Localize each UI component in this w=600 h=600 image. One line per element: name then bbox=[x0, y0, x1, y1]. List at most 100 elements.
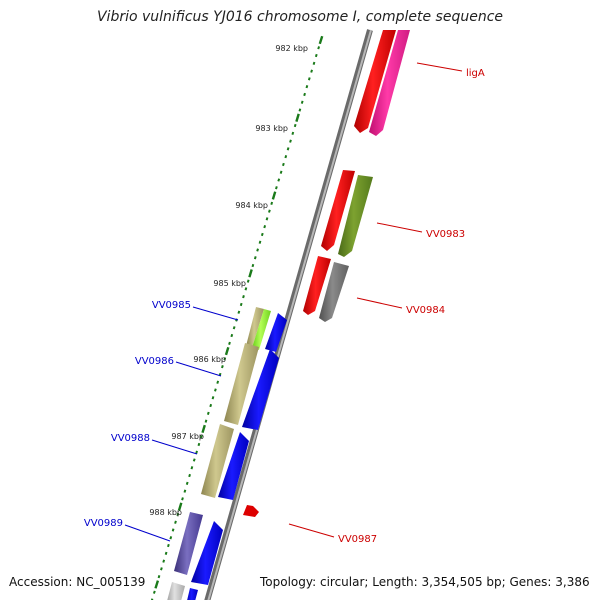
scale-major-tick bbox=[271, 191, 277, 200]
scale-dot bbox=[157, 575, 161, 579]
scale-major-tick bbox=[318, 35, 324, 45]
scale-major-tick bbox=[177, 502, 183, 511]
gene-VV0988-block[interactable] bbox=[201, 424, 234, 498]
gene-labels: ligA VV0983 VV0984 VV0987 VV0985 VV0986 … bbox=[84, 68, 485, 545]
scale-dot bbox=[214, 388, 217, 392]
scale-dot bbox=[314, 53, 318, 58]
scale-dot bbox=[228, 341, 231, 345]
leader-VV0983 bbox=[376, 222, 423, 233]
scale-major-tick bbox=[248, 269, 253, 278]
scale-dot bbox=[253, 256, 257, 260]
scale-dot bbox=[291, 131, 295, 135]
scale-dot bbox=[258, 240, 262, 244]
gene-VV0985-block[interactable] bbox=[246, 307, 264, 348]
gene-VV0985-blue-block[interactable] bbox=[265, 313, 287, 352]
scale-dot bbox=[312, 61, 316, 65]
scale-dot bbox=[195, 450, 198, 454]
chromosome-backbone bbox=[204, 29, 373, 600]
scale-dot bbox=[246, 279, 250, 283]
scale-dot bbox=[162, 559, 166, 563]
leader-ligA bbox=[416, 62, 463, 72]
kbp-label-982: 982 kbp bbox=[275, 44, 308, 53]
scale-dot bbox=[232, 326, 236, 330]
leader-VV0985 bbox=[192, 306, 239, 321]
scale-dot bbox=[230, 333, 234, 338]
scale-dot bbox=[199, 435, 203, 439]
scale-dot bbox=[263, 225, 267, 229]
gene-label-VV0988[interactable]: VV0988 bbox=[111, 433, 150, 444]
kbp-label-987: 987 kbp bbox=[171, 432, 204, 441]
scale-dot bbox=[300, 100, 304, 104]
scale-dot bbox=[188, 473, 191, 478]
gene-VV0983-olive-block[interactable] bbox=[338, 175, 373, 257]
scale-dot bbox=[256, 248, 259, 252]
scale-dot bbox=[265, 217, 269, 221]
gene-bottom-blue-block[interactable] bbox=[186, 588, 198, 600]
gene-label-VV0983[interactable]: VV0983 bbox=[426, 229, 465, 240]
gene-VV0986-block[interactable] bbox=[224, 343, 259, 425]
gene-label-VV0984[interactable]: VV0984 bbox=[406, 305, 445, 316]
scale-dot bbox=[150, 598, 154, 600]
gene-VV0984-gray-block[interactable] bbox=[319, 262, 349, 322]
scale-dot bbox=[190, 466, 194, 470]
scale-dot bbox=[279, 170, 283, 174]
gene-ligA-pink-block[interactable] bbox=[369, 30, 410, 136]
scale-dot bbox=[305, 85, 309, 89]
reverse-strand-genes bbox=[166, 307, 287, 600]
scale-dot bbox=[244, 287, 248, 291]
scale-dot bbox=[174, 520, 177, 524]
gene-ligA-block[interactable] bbox=[354, 30, 396, 133]
scale-dot bbox=[197, 442, 201, 447]
kbp-label-986: 986 kbp bbox=[193, 355, 226, 364]
accession-text: Accession: NC_005139 bbox=[9, 575, 146, 589]
gene-label-VV0989[interactable]: VV0989 bbox=[84, 518, 123, 529]
scale-dot bbox=[192, 458, 196, 462]
gene-VV0986-blue-block[interactable] bbox=[242, 349, 279, 430]
gene-label-VV0986[interactable]: VV0986 bbox=[135, 356, 174, 367]
map-title: Vibrio vulnificus YJ016 chromosome I, co… bbox=[96, 9, 504, 25]
scale-dot bbox=[298, 108, 302, 112]
scale-dot bbox=[152, 590, 156, 594]
scale-dot bbox=[289, 139, 292, 143]
scale-dot bbox=[268, 209, 271, 213]
gene-VV0988-blue-block[interactable] bbox=[218, 432, 249, 500]
gene-VV0989-blue-block[interactable] bbox=[191, 521, 223, 585]
scale-dot bbox=[171, 528, 175, 532]
scale-dot bbox=[216, 380, 220, 384]
scale-dot bbox=[284, 155, 288, 159]
scale-dot bbox=[307, 77, 311, 81]
scale-dot bbox=[223, 357, 227, 361]
scale-dot bbox=[206, 411, 210, 415]
gene-VV0985-lime-block[interactable] bbox=[252, 309, 271, 350]
scale-dot bbox=[251, 263, 255, 268]
scale-dot bbox=[204, 419, 208, 423]
scale-major-tick bbox=[295, 113, 300, 122]
scale-dot bbox=[160, 567, 163, 571]
scale-dot bbox=[275, 186, 278, 190]
gene-VV0983-block[interactable] bbox=[321, 170, 355, 251]
scale-dot bbox=[293, 123, 297, 128]
scale-dot bbox=[277, 178, 281, 182]
gene-bottom-gray-block[interactable] bbox=[166, 582, 185, 600]
scale-dot bbox=[270, 201, 274, 205]
scale-dot bbox=[242, 295, 245, 299]
gene-label-VV0985[interactable]: VV0985 bbox=[152, 300, 191, 311]
scale-dot bbox=[239, 302, 243, 307]
scale-dot bbox=[211, 396, 215, 400]
leader-VV0984 bbox=[356, 297, 403, 309]
scale-dot bbox=[169, 536, 173, 540]
gene-VV0987-block[interactable] bbox=[243, 505, 259, 517]
gene-VV0984-block[interactable] bbox=[303, 256, 331, 315]
gene-label-VV0987[interactable]: VV0987 bbox=[338, 534, 377, 545]
scale-dot bbox=[237, 310, 241, 314]
scale-dot bbox=[181, 497, 184, 501]
scale-dot bbox=[164, 551, 168, 555]
scale-dot bbox=[183, 489, 187, 493]
kbp-label-985: 985 kbp bbox=[213, 279, 246, 288]
forward-strand-genes bbox=[243, 30, 410, 517]
gene-VV0989-block[interactable] bbox=[174, 512, 203, 575]
gene-label-ligA[interactable]: ligA bbox=[466, 68, 485, 79]
scale-dot bbox=[303, 92, 306, 97]
scale-major-tick bbox=[224, 346, 230, 356]
